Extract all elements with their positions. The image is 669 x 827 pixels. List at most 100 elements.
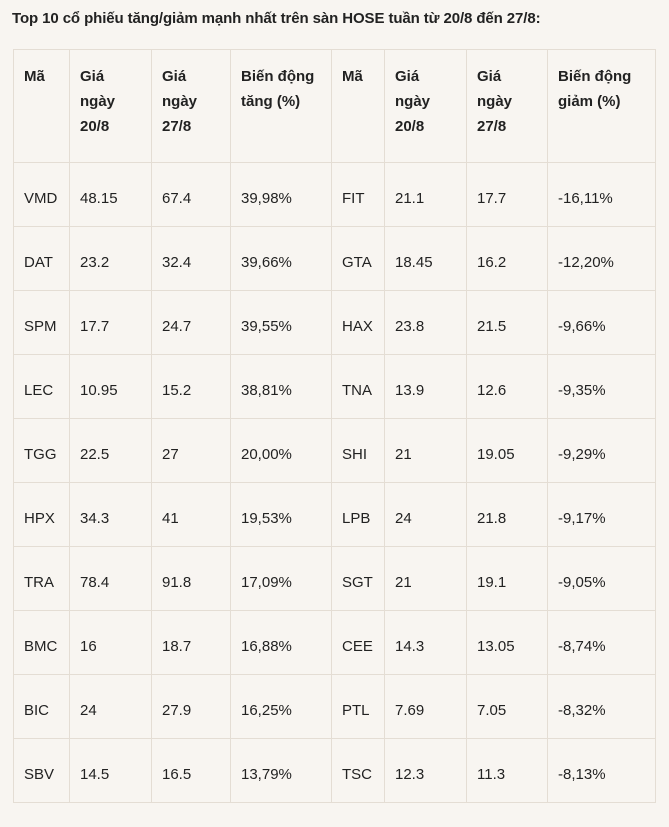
header-code-down: Mã (331, 49, 385, 163)
cell-price-end-down: 19.05 (466, 418, 548, 483)
cell-change-up: 38,81% (230, 354, 332, 419)
cell-price-start-down: 24 (384, 482, 467, 547)
cell-price-end-up: 27 (151, 418, 231, 483)
header-price-start-up: Giá ngày 20/8 (69, 49, 152, 163)
cell-code-down: LPB (331, 482, 385, 547)
cell-code-down: FIT (331, 162, 385, 227)
cell-price-end-down: 7.05 (466, 674, 548, 739)
table-row: VMD 48.15 67.4 39,98% FIT 21.1 17.7 -16,… (13, 162, 656, 227)
cell-price-end-up: 91.8 (151, 546, 231, 611)
cell-price-start-down: 12.3 (384, 738, 467, 803)
table-row: HPX 34.3 41 19,53% LPB 24 21.8 -9,17% (13, 482, 656, 547)
cell-code-down: PTL (331, 674, 385, 739)
cell-change-down: -12,20% (547, 226, 656, 291)
cell-change-up: 39,55% (230, 290, 332, 355)
header-price-end-up: Giá ngày 27/8 (151, 49, 231, 163)
cell-price-end-up: 67.4 (151, 162, 231, 227)
cell-code-up: VMD (13, 162, 70, 227)
cell-price-end-up: 18.7 (151, 610, 231, 675)
cell-price-start-down: 14.3 (384, 610, 467, 675)
page-title: Top 10 cổ phiếu tăng/giảm mạnh nhất trên… (12, 10, 541, 27)
cell-price-end-down: 19.1 (466, 546, 548, 611)
cell-change-up: 19,53% (230, 482, 332, 547)
table-row: BMC 16 18.7 16,88% CEE 14.3 13.05 -8,74% (13, 610, 656, 675)
header-change-down: Biến động giảm (%) (547, 49, 656, 163)
cell-price-end-up: 15.2 (151, 354, 231, 419)
header-change-up: Biến động tăng (%) (230, 49, 332, 163)
header-price-end-down: Giá ngày 27/8 (466, 49, 548, 163)
cell-price-start-down: 18.45 (384, 226, 467, 291)
cell-price-end-up: 41 (151, 482, 231, 547)
cell-price-start-up: 14.5 (69, 738, 152, 803)
table-row: TGG 22.5 27 20,00% SHI 21 19.05 -9,29% (13, 418, 656, 483)
cell-price-end-down: 21.5 (466, 290, 548, 355)
cell-code-down: CEE (331, 610, 385, 675)
cell-code-up: DAT (13, 226, 70, 291)
cell-price-start-down: 21 (384, 546, 467, 611)
cell-price-end-down: 17.7 (466, 162, 548, 227)
cell-price-start-up: 24 (69, 674, 152, 739)
table-header-row: Mã Giá ngày 20/8 Giá ngày 27/8 Biến động… (13, 49, 656, 163)
cell-price-start-up: 78.4 (69, 546, 152, 611)
cell-change-up: 39,66% (230, 226, 332, 291)
cell-code-up: SBV (13, 738, 70, 803)
cell-code-up: BIC (13, 674, 70, 739)
cell-code-up: BMC (13, 610, 70, 675)
table-row: BIC 24 27.9 16,25% PTL 7.69 7.05 -8,32% (13, 674, 656, 739)
cell-price-start-up: 16 (69, 610, 152, 675)
cell-price-end-up: 16.5 (151, 738, 231, 803)
cell-change-down: -9,66% (547, 290, 656, 355)
cell-price-start-down: 13.9 (384, 354, 467, 419)
cell-code-down: SHI (331, 418, 385, 483)
cell-change-up: 16,88% (230, 610, 332, 675)
cell-code-down: GTA (331, 226, 385, 291)
cell-change-down: -9,35% (547, 354, 656, 419)
cell-code-up: HPX (13, 482, 70, 547)
cell-price-end-up: 27.9 (151, 674, 231, 739)
cell-change-down: -9,17% (547, 482, 656, 547)
table-row: SPM 17.7 24.7 39,55% HAX 23.8 21.5 -9,66… (13, 290, 656, 355)
header-price-start-down: Giá ngày 20/8 (384, 49, 467, 163)
table-row: LEC 10.95 15.2 38,81% TNA 13.9 12.6 -9,3… (13, 354, 656, 419)
cell-price-end-down: 16.2 (466, 226, 548, 291)
cell-change-up: 16,25% (230, 674, 332, 739)
cell-change-up: 17,09% (230, 546, 332, 611)
cell-change-down: -8,13% (547, 738, 656, 803)
cell-code-down: SGT (331, 546, 385, 611)
cell-price-start-down: 21.1 (384, 162, 467, 227)
cell-change-down: -9,29% (547, 418, 656, 483)
cell-price-end-up: 32.4 (151, 226, 231, 291)
cell-change-down: -16,11% (547, 162, 656, 227)
table-row: SBV 14.5 16.5 13,79% TSC 12.3 11.3 -8,13… (13, 738, 656, 803)
cell-price-end-down: 11.3 (466, 738, 548, 803)
cell-price-start-up: 10.95 (69, 354, 152, 419)
cell-price-start-up: 48.15 (69, 162, 152, 227)
cell-price-end-down: 21.8 (466, 482, 548, 547)
cell-price-start-down: 23.8 (384, 290, 467, 355)
cell-price-start-up: 17.7 (69, 290, 152, 355)
cell-price-start-down: 7.69 (384, 674, 467, 739)
cell-price-end-down: 13.05 (466, 610, 548, 675)
cell-code-up: TGG (13, 418, 70, 483)
cell-code-down: HAX (331, 290, 385, 355)
cell-price-end-up: 24.7 (151, 290, 231, 355)
cell-change-up: 13,79% (230, 738, 332, 803)
cell-change-up: 20,00% (230, 418, 332, 483)
cell-code-down: TNA (331, 354, 385, 419)
table-row: DAT 23.2 32.4 39,66% GTA 18.45 16.2 -12,… (13, 226, 656, 291)
cell-code-up: TRA (13, 546, 70, 611)
cell-price-start-up: 22.5 (69, 418, 152, 483)
cell-price-end-down: 12.6 (466, 354, 548, 419)
cell-change-up: 39,98% (230, 162, 332, 227)
cell-price-start-up: 34.3 (69, 482, 152, 547)
cell-change-down: -9,05% (547, 546, 656, 611)
cell-change-down: -8,74% (547, 610, 656, 675)
cell-code-down: TSC (331, 738, 385, 803)
cell-code-up: LEC (13, 354, 70, 419)
table-row: TRA 78.4 91.8 17,09% SGT 21 19.1 -9,05% (13, 546, 656, 611)
cell-price-start-down: 21 (384, 418, 467, 483)
cell-change-down: -8,32% (547, 674, 656, 739)
cell-price-start-up: 23.2 (69, 226, 152, 291)
cell-code-up: SPM (13, 290, 70, 355)
stock-table: Mã Giá ngày 20/8 Giá ngày 27/8 Biến động… (13, 49, 656, 803)
